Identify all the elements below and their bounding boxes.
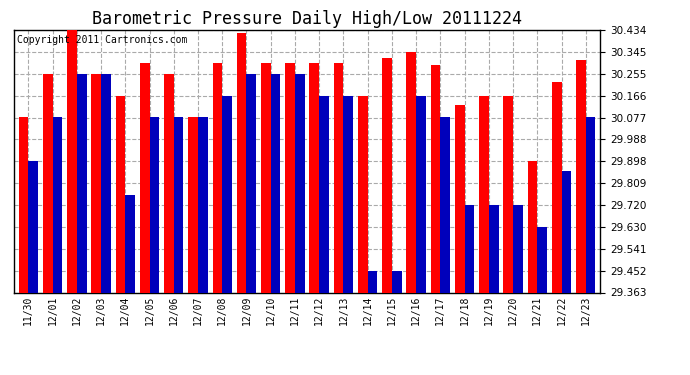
Bar xyxy=(126,195,135,292)
Bar xyxy=(270,74,280,292)
Bar xyxy=(440,117,450,292)
Bar xyxy=(464,205,474,292)
Bar xyxy=(479,96,489,292)
Bar xyxy=(319,96,329,292)
Bar xyxy=(198,117,208,292)
Bar xyxy=(576,60,586,292)
Bar xyxy=(101,74,110,292)
Bar xyxy=(261,63,270,292)
Bar xyxy=(52,117,62,292)
Bar xyxy=(246,74,256,292)
Bar xyxy=(222,96,232,292)
Bar xyxy=(538,227,547,292)
Bar xyxy=(91,74,101,292)
Bar xyxy=(358,96,368,292)
Bar xyxy=(19,117,28,292)
Bar xyxy=(213,63,222,292)
Bar xyxy=(285,63,295,292)
Bar xyxy=(140,63,150,292)
Bar xyxy=(43,74,52,292)
Bar xyxy=(552,82,562,292)
Bar xyxy=(28,161,38,292)
Bar xyxy=(455,105,464,292)
Bar xyxy=(504,96,513,292)
Bar xyxy=(513,205,523,292)
Bar xyxy=(295,74,304,292)
Bar xyxy=(562,171,571,292)
Bar xyxy=(164,74,174,292)
Bar xyxy=(489,205,498,292)
Bar xyxy=(344,96,353,292)
Bar xyxy=(382,58,392,292)
Bar xyxy=(528,161,538,292)
Bar xyxy=(431,65,440,292)
Bar xyxy=(116,96,126,292)
Bar xyxy=(334,63,344,292)
Bar xyxy=(586,117,595,292)
Text: Copyright 2011 Cartronics.com: Copyright 2011 Cartronics.com xyxy=(17,35,187,45)
Bar xyxy=(188,117,198,292)
Bar xyxy=(368,271,377,292)
Title: Barometric Pressure Daily High/Low 20111224: Barometric Pressure Daily High/Low 20111… xyxy=(92,10,522,28)
Bar xyxy=(150,117,159,292)
Bar xyxy=(174,117,184,292)
Bar xyxy=(406,52,416,292)
Bar xyxy=(416,96,426,292)
Bar xyxy=(67,30,77,292)
Bar xyxy=(77,74,86,292)
Bar xyxy=(310,63,319,292)
Bar xyxy=(237,33,246,292)
Bar xyxy=(392,271,402,292)
